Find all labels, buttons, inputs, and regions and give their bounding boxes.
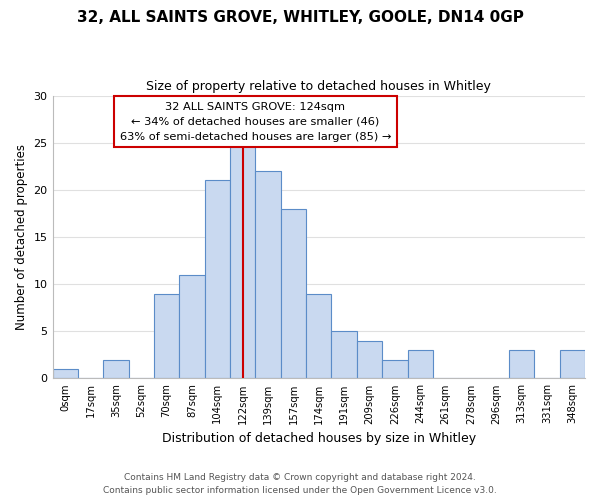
X-axis label: Distribution of detached houses by size in Whitley: Distribution of detached houses by size …	[162, 432, 476, 445]
Bar	[281, 208, 306, 378]
Text: 32, ALL SAINTS GROVE, WHITLEY, GOOLE, DN14 0GP: 32, ALL SAINTS GROVE, WHITLEY, GOOLE, DN…	[77, 10, 523, 25]
Text: Contains HM Land Registry data © Crown copyright and database right 2024.
Contai: Contains HM Land Registry data © Crown c…	[103, 474, 497, 495]
Text: 32 ALL SAINTS GROVE: 124sqm
← 34% of detached houses are smaller (46)
63% of sem: 32 ALL SAINTS GROVE: 124sqm ← 34% of det…	[119, 102, 391, 142]
Bar	[154, 294, 179, 378]
Bar	[256, 171, 281, 378]
Title: Size of property relative to detached houses in Whitley: Size of property relative to detached ho…	[146, 80, 491, 93]
Y-axis label: Number of detached properties: Number of detached properties	[15, 144, 28, 330]
Bar	[179, 274, 205, 378]
Bar	[560, 350, 585, 378]
Bar	[382, 360, 407, 378]
Bar	[230, 142, 256, 378]
Bar	[103, 360, 128, 378]
Bar	[357, 340, 382, 378]
Bar	[205, 180, 230, 378]
Bar	[53, 369, 78, 378]
Bar	[331, 332, 357, 378]
Bar	[306, 294, 331, 378]
Bar	[407, 350, 433, 378]
Bar	[509, 350, 534, 378]
